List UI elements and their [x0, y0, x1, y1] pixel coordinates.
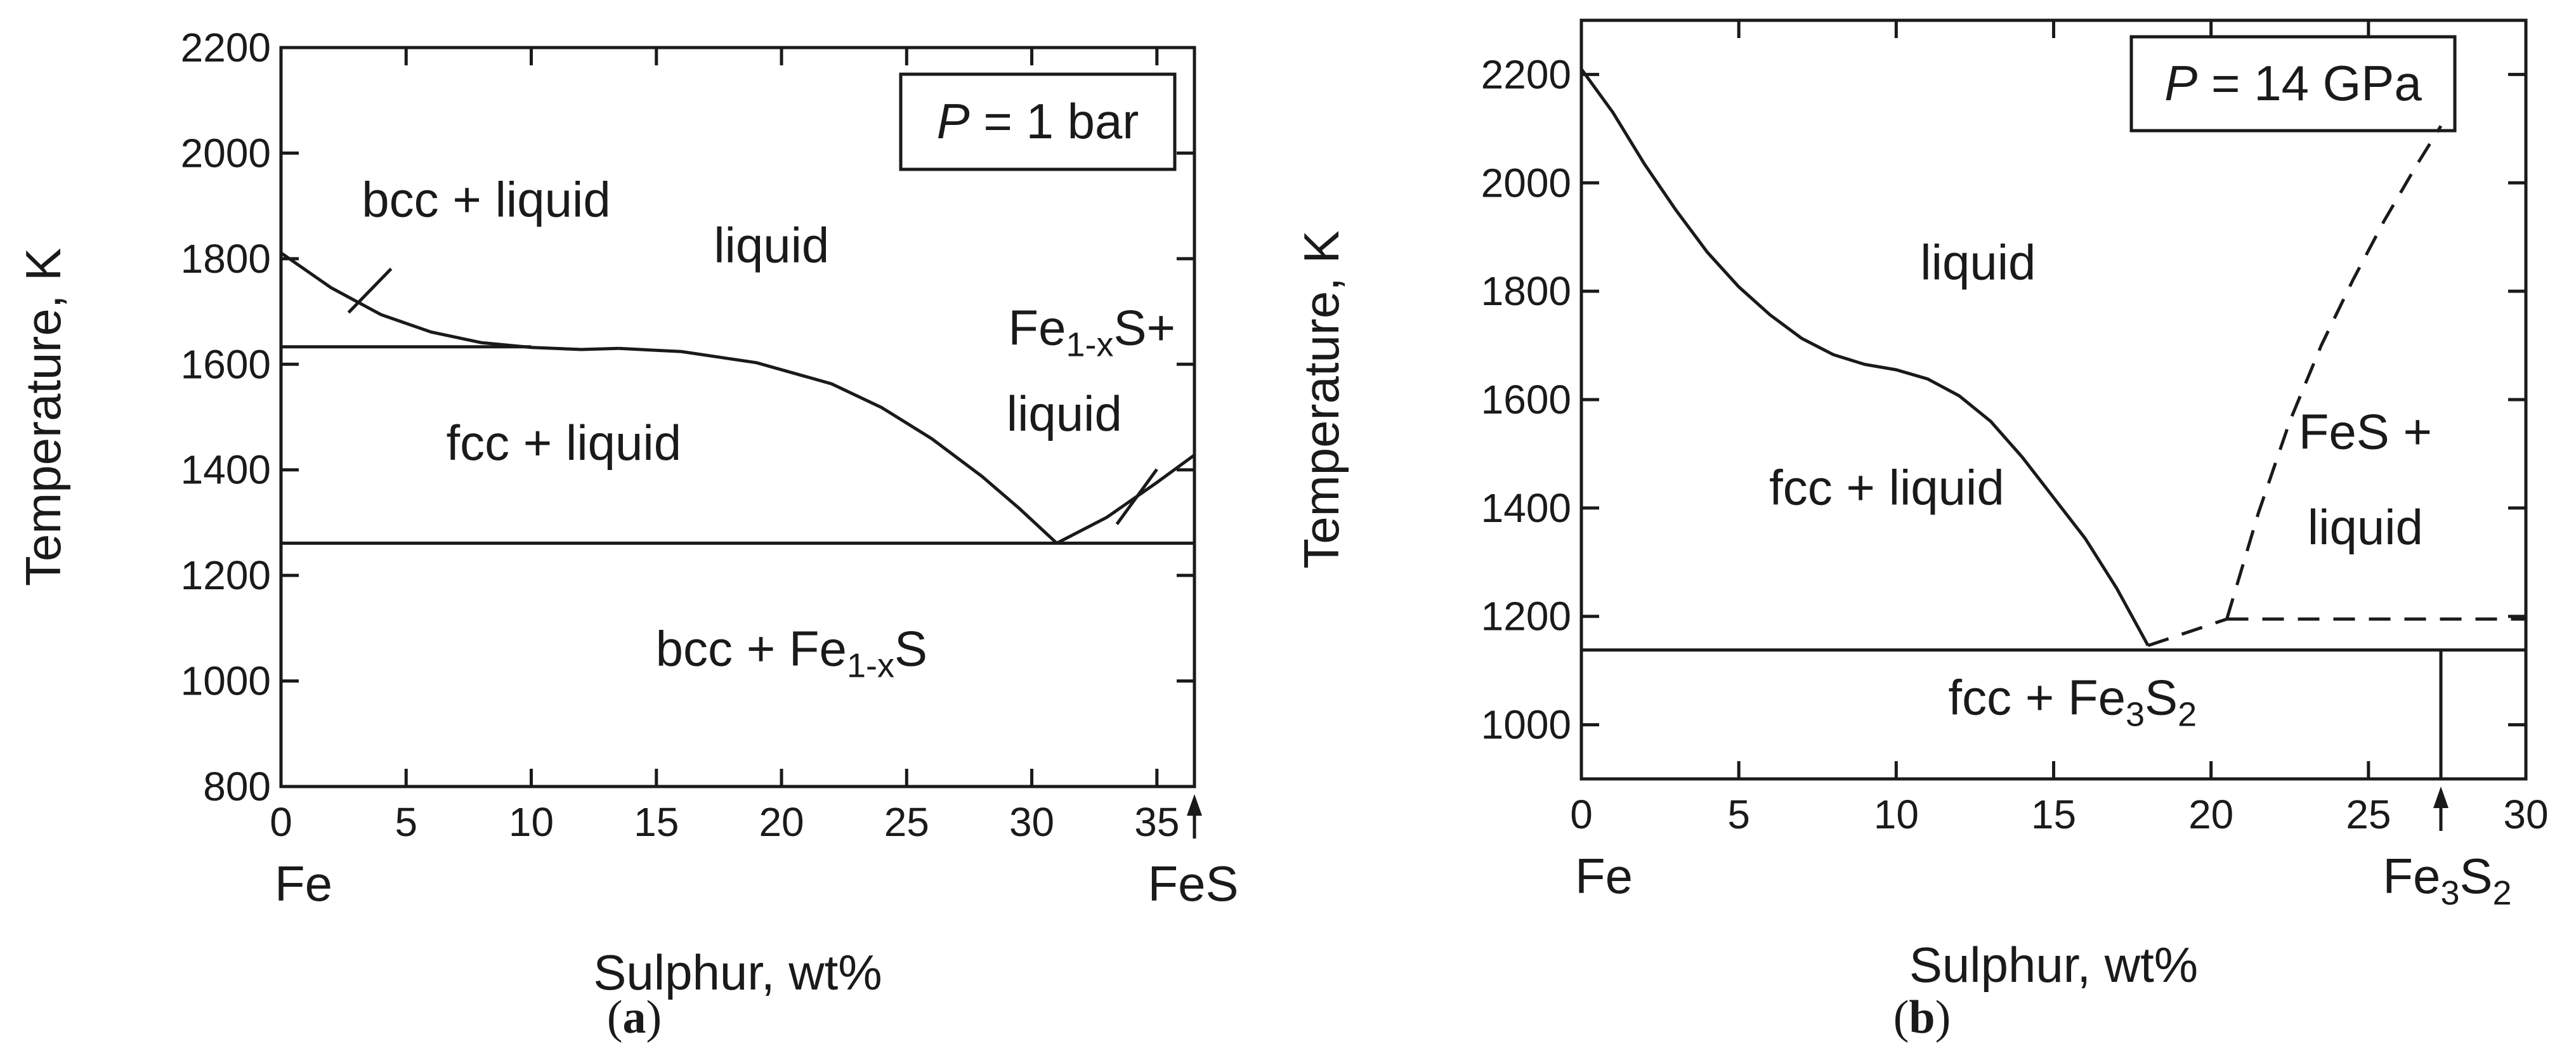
- y-tick-label: 1800: [181, 236, 271, 282]
- region-label: liquid: [2308, 499, 2423, 555]
- region-label: bcc + liquid: [362, 171, 610, 227]
- composition-end-left: Fe: [1575, 848, 1633, 904]
- phase-boundary-2: [618, 346, 1058, 545]
- y-tick-label: 2200: [181, 25, 271, 70]
- phase-boundary-6: [347, 267, 393, 314]
- x-tick-label: 35: [1134, 799, 1179, 845]
- region-label: FeS +: [2299, 404, 2432, 460]
- region-label: liquid: [1007, 386, 1122, 441]
- plot-frame: [279, 46, 1196, 788]
- pressure-label: P = 14 GPa: [2164, 55, 2422, 111]
- arrow-head: [1187, 794, 1202, 816]
- y-tick-label: 1800: [1481, 268, 1571, 314]
- y-tick-label: 1400: [1481, 485, 1571, 531]
- composition-end-right: Fe3S2: [2383, 848, 2511, 912]
- x-tick-label: 25: [884, 799, 929, 845]
- arrow-head: [2433, 787, 2449, 808]
- phase-boundary-1: [280, 251, 619, 351]
- phase-boundary-2: [2147, 617, 2228, 648]
- phase-boundary-7: [1115, 468, 1158, 525]
- region-label: bcc + Fe1-xS: [656, 620, 927, 684]
- y-tick-label: 2000: [181, 130, 271, 176]
- x-tick-label: 0: [1570, 792, 1593, 837]
- panel-label: (b): [1893, 991, 1951, 1043]
- plot-frame: [1579, 18, 2528, 781]
- x-tick-label: 30: [1009, 799, 1054, 845]
- x-tick-label: 5: [395, 799, 417, 845]
- phase-boundary-3: [1056, 454, 1196, 545]
- x-tick-label: 20: [759, 799, 804, 845]
- y-tick-label: 800: [203, 764, 271, 809]
- x-tick-label: 10: [509, 799, 554, 845]
- x-tick-label: 15: [634, 799, 679, 845]
- y-tick-label: 2000: [1481, 160, 1571, 206]
- composition-end-right: FeS: [1147, 856, 1238, 911]
- x-tick-label: 15: [2031, 792, 2076, 837]
- x-tick-label: 0: [270, 799, 292, 845]
- region-label: liquid: [1920, 234, 2036, 290]
- y-axis-title: Temperature, K: [1293, 230, 1349, 568]
- y-tick-label: 1200: [181, 552, 271, 598]
- region-label: Fe1-xS+: [1008, 299, 1175, 363]
- region-label: fcc + Fe3S2: [1948, 669, 2197, 733]
- x-tick-label: 25: [2346, 792, 2391, 837]
- pressure-box: [899, 72, 1177, 171]
- region-label: fcc + liquid: [1769, 460, 2004, 516]
- region-label: liquid: [714, 218, 829, 273]
- phase-boundary-4: [2225, 125, 2443, 620]
- region-label: fcc + liquid: [446, 415, 681, 471]
- x-tick-label: 20: [2188, 792, 2233, 837]
- phase-boundary-1: [1579, 68, 2150, 647]
- pressure-label: P = 1 bar: [937, 93, 1139, 149]
- x-tick-label: 30: [2503, 792, 2548, 837]
- x-axis-title: Sulphur, wt%: [593, 944, 882, 1000]
- y-tick-label: 1600: [181, 341, 271, 387]
- y-axis-title: Temperature, K: [15, 248, 71, 586]
- y-tick-label: 1000: [1481, 702, 1571, 748]
- x-tick-label: 5: [1727, 792, 1750, 837]
- composition-end-left: Fe: [275, 856, 332, 911]
- y-tick-label: 1200: [1481, 594, 1571, 639]
- pressure-box: [2129, 35, 2457, 133]
- panel-label: (a): [607, 991, 662, 1043]
- x-axis-title: Sulphur, wt%: [1909, 937, 2198, 993]
- panel-a-chart: 0 5 10 15 20 25 30 35 800 1000 1200 1400 1600 1800 200…: [15, 25, 1239, 1043]
- y-tick-label: 2200: [1481, 51, 1571, 97]
- y-tick-label: 1000: [181, 658, 271, 704]
- x-tick-label: 10: [1874, 792, 1919, 837]
- y-tick-label: 1600: [1481, 377, 1571, 422]
- panel-b-chart: 0 5 10 15 20 25 30 1000 1200 1400 1600 1800 2000 2200…: [1293, 18, 2549, 1043]
- y-tick-label: 1400: [181, 447, 271, 493]
